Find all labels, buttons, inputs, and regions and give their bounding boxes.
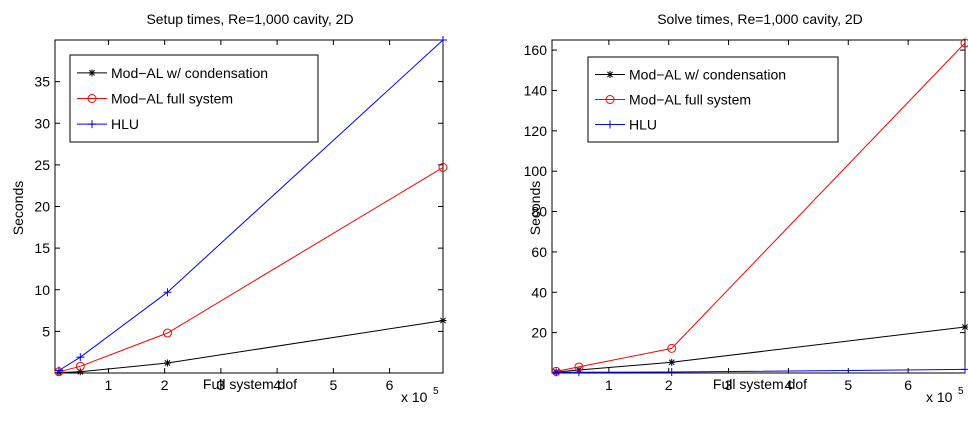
series-1 xyxy=(54,162,448,377)
x-exponent-base: x 10 xyxy=(401,389,428,405)
y-tick-label: 30 xyxy=(34,115,50,131)
series-1 xyxy=(551,38,968,376)
legend-entry: Mod−AL w/ condensation xyxy=(595,67,786,83)
y-tick-label: 100 xyxy=(524,163,548,179)
x-tick-label: 2 xyxy=(665,377,673,393)
data-point xyxy=(163,288,172,297)
y-axis-label: Seconds xyxy=(527,181,543,235)
x-tick-label: 4 xyxy=(273,377,281,393)
setup-times-chart: Setup times, Re=1,000 cavity, 2D Full sy… xyxy=(10,11,448,405)
data-point xyxy=(552,368,561,377)
series-line xyxy=(556,326,966,373)
series-2 xyxy=(54,36,447,375)
legend: Mod−AL w/ condensation Mod−AL full system… xyxy=(587,56,839,143)
legend-marker xyxy=(88,69,96,77)
data-point xyxy=(163,359,171,367)
legend-entry: Mod−AL full system xyxy=(77,91,233,107)
data-point xyxy=(961,323,968,331)
y-tick-label: 25 xyxy=(34,157,50,173)
x-tick-label: 5 xyxy=(844,377,852,393)
data-point xyxy=(439,317,447,325)
legend-marker xyxy=(87,94,97,103)
x-exponent-base: x 10 xyxy=(926,389,953,405)
x-tick-label: 1 xyxy=(105,377,113,393)
data-point xyxy=(668,358,676,366)
x-tick-label: 6 xyxy=(386,377,394,393)
series-line xyxy=(556,368,966,373)
data-point xyxy=(667,367,676,376)
x-tick-label: 3 xyxy=(217,377,225,393)
x-tick-label: 5 xyxy=(329,377,337,393)
y-tick-label: 20 xyxy=(34,199,50,215)
x-exponent-label: x 10 5 xyxy=(926,386,964,405)
data-point xyxy=(438,162,448,172)
y-tick-label: 20 xyxy=(531,325,547,341)
x-exponent-power: 5 xyxy=(433,386,439,397)
y-tick-label: 140 xyxy=(524,82,548,98)
chart-title: Setup times, Re=1,000 cavity, 2D xyxy=(146,11,353,27)
x-exponent-label: x 10 5 xyxy=(401,386,439,405)
legend-marker xyxy=(88,120,96,129)
series-line xyxy=(58,166,444,373)
legend-label: Mod−AL w/ condensation xyxy=(629,67,786,83)
x-exponent-power: 5 xyxy=(958,386,964,397)
legend-marker xyxy=(606,120,614,129)
y-tick-label: 120 xyxy=(524,123,548,139)
legend-label: Mod−AL w/ condensation xyxy=(111,65,268,81)
series-2 xyxy=(552,365,968,377)
legend-label: Mod−AL full system xyxy=(111,91,233,107)
legend-marker xyxy=(606,71,614,78)
data-point xyxy=(574,368,583,377)
x-axis-label: Full system dof xyxy=(203,376,297,392)
y-tick-label: 60 xyxy=(531,244,547,260)
x-tick-label: 6 xyxy=(904,377,912,393)
legend-box xyxy=(587,56,839,143)
data-point xyxy=(960,38,968,48)
x-tick-label: 4 xyxy=(785,377,793,393)
legend-entry: HLU xyxy=(595,117,657,133)
legend-label: HLU xyxy=(111,116,139,132)
y-tick-label: 10 xyxy=(34,282,50,298)
series-line xyxy=(58,39,444,371)
plot-area: 1 2 3 4 5 6 20 40 60 80 100 120 140 160 Mod−AL w/ cond… xyxy=(524,38,968,393)
data-point xyxy=(54,366,63,375)
data-point xyxy=(75,361,85,371)
legend-label: HLU xyxy=(629,117,657,133)
data-point xyxy=(76,353,85,362)
legend: Mod−AL w/ condensation Mod−AL full system… xyxy=(69,54,319,143)
y-tick-label: 160 xyxy=(524,42,548,58)
series-line xyxy=(58,320,444,374)
y-tick-label: 80 xyxy=(531,204,547,220)
data-point xyxy=(667,343,677,353)
x-tick-label: 2 xyxy=(161,377,169,393)
solve-times-chart: Solve times, Re=1,000 cavity, 2D Full sy… xyxy=(524,11,968,405)
legend-marker xyxy=(605,95,615,104)
x-tick-label: 1 xyxy=(605,377,613,393)
plot-area: 1 2 3 4 5 6 5 10 15 20 25 30 35 Mod−AL w/ condensatio… xyxy=(34,36,448,393)
y-tick-label: 5 xyxy=(42,323,50,339)
y-axis-label: Seconds xyxy=(10,181,26,235)
y-tick-label: 40 xyxy=(531,284,547,300)
data-point xyxy=(162,328,172,338)
x-tick-label: 3 xyxy=(725,377,733,393)
series-line xyxy=(556,42,966,372)
x-axis-label: Full system dof xyxy=(713,376,807,392)
legend-box xyxy=(69,54,319,143)
data-point xyxy=(439,36,447,44)
y-tick-label: 35 xyxy=(34,74,50,90)
legend-entry: Mod−AL full system xyxy=(595,92,751,108)
chart-title: Solve times, Re=1,000 cavity, 2D xyxy=(657,11,863,27)
y-tick-label: 15 xyxy=(34,240,50,256)
legend-label: Mod−AL full system xyxy=(629,92,751,108)
legend-entry: Mod−AL w/ condensation xyxy=(77,65,268,81)
legend-entry: HLU xyxy=(77,116,139,132)
